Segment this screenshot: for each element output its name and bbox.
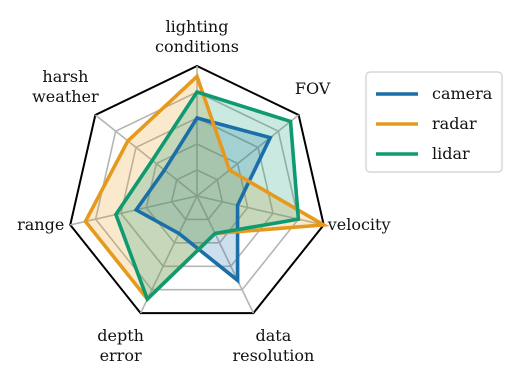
series-camera-line [133, 115, 273, 285]
legend-label-camera: camera [432, 84, 493, 103]
radar-series [83, 73, 330, 303]
axis-label-depth-error: depth error [97, 326, 144, 365]
axis-label-velocity: velocity [327, 215, 391, 234]
grid-spoke [196, 114, 300, 197]
axis-label-lighting-conditions: lighting conditions [155, 17, 239, 56]
grid-spoke [139, 195, 198, 314]
axis-label-range: range [17, 215, 64, 234]
axis-labels: lighting conditions FOV velocity data resolut… [17, 17, 390, 365]
series-radar-area [85, 76, 324, 300]
series-lidar-line [113, 89, 301, 303]
axis-label-fov: FOV [295, 79, 331, 98]
legend: camera radar lidar [365, 71, 503, 173]
axis-label-harsh-weather: harsh weather [32, 67, 99, 106]
grid-spoke [94, 114, 198, 197]
legend-label-radar: radar [432, 114, 477, 133]
axis-label-data-resolution: data resolution [232, 326, 314, 365]
legend-box [365, 71, 503, 173]
grid-ring [145, 143, 249, 244]
grid-ring [94, 91, 300, 291]
grid-ring [170, 169, 224, 221]
grid-outer-ring [69, 64, 325, 315]
legend-label-lidar: lidar [432, 144, 470, 163]
grid-spoke [196, 195, 255, 314]
grid-spoke [196, 195, 324, 226]
series-lidar-area [115, 92, 299, 300]
